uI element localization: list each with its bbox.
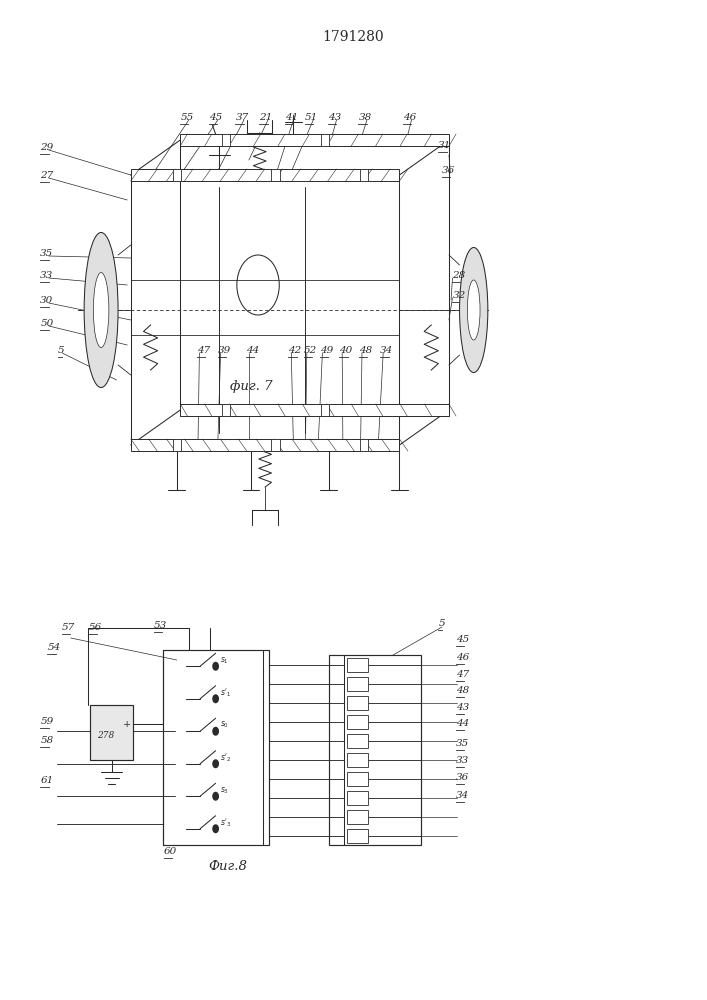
Text: +: + — [122, 720, 131, 729]
Ellipse shape — [467, 280, 480, 340]
Text: 1791280: 1791280 — [322, 30, 385, 44]
Text: 33: 33 — [456, 756, 469, 765]
Text: 44: 44 — [456, 719, 469, 728]
Text: 33: 33 — [40, 271, 54, 280]
Text: 58: 58 — [40, 736, 54, 745]
Bar — [131, 169, 399, 181]
Text: 29: 29 — [40, 143, 54, 152]
Text: $s_1$: $s_1$ — [220, 655, 229, 666]
Text: фиг. 7: фиг. 7 — [230, 380, 272, 393]
Bar — [329, 655, 421, 845]
Bar — [347, 676, 368, 690]
Bar — [222, 404, 230, 416]
Bar — [347, 734, 368, 748]
Text: 35: 35 — [456, 739, 469, 748]
Text: 36: 36 — [442, 166, 455, 175]
Text: 40: 40 — [339, 346, 353, 355]
Bar — [347, 696, 368, 710]
Ellipse shape — [84, 232, 118, 387]
Bar — [321, 404, 329, 416]
Text: 45: 45 — [456, 635, 469, 644]
Text: $s_0$: $s_0$ — [220, 720, 229, 730]
Ellipse shape — [460, 247, 488, 372]
Text: 36: 36 — [456, 773, 469, 782]
Text: 32: 32 — [452, 291, 466, 300]
Text: 50: 50 — [40, 319, 54, 328]
Bar — [180, 404, 449, 416]
Text: 28: 28 — [452, 271, 466, 280]
Bar — [173, 439, 181, 451]
Bar — [347, 714, 368, 728]
Text: 46: 46 — [403, 113, 416, 122]
Circle shape — [213, 825, 218, 833]
Bar — [347, 658, 368, 672]
Text: $s'_3$: $s'_3$ — [220, 816, 231, 829]
Text: $s_3$: $s_3$ — [220, 785, 229, 796]
Bar — [163, 650, 269, 845]
Bar — [321, 134, 329, 146]
Text: 45: 45 — [209, 113, 223, 122]
Bar — [271, 169, 280, 181]
Text: 49: 49 — [320, 346, 333, 355]
Text: 5: 5 — [58, 346, 64, 355]
Text: 56: 56 — [88, 623, 102, 632]
Ellipse shape — [93, 272, 109, 348]
Text: 37: 37 — [235, 113, 249, 122]
Bar — [173, 169, 181, 181]
Text: 21: 21 — [259, 113, 273, 122]
Text: 34: 34 — [456, 791, 469, 800]
Circle shape — [213, 695, 218, 703]
Text: 44: 44 — [246, 346, 259, 355]
Bar — [90, 705, 133, 760]
Text: 57: 57 — [62, 623, 75, 632]
Circle shape — [213, 662, 218, 670]
Text: Фиг.8: Фиг.8 — [209, 860, 247, 873]
Bar — [347, 753, 368, 766]
Text: 48: 48 — [359, 346, 373, 355]
Text: 38: 38 — [358, 113, 372, 122]
Text: 54: 54 — [47, 643, 61, 652]
Text: 31: 31 — [438, 141, 452, 150]
Bar — [360, 439, 368, 451]
Bar — [347, 828, 368, 842]
Text: 47: 47 — [456, 670, 469, 679]
Text: 34: 34 — [380, 346, 394, 355]
Text: $s'_1$: $s'_1$ — [220, 686, 231, 699]
Text: $s'_2$: $s'_2$ — [220, 752, 231, 764]
Bar — [360, 169, 368, 181]
Text: 30: 30 — [40, 296, 54, 305]
Bar — [347, 790, 368, 804]
Bar — [180, 134, 449, 146]
Text: 39: 39 — [218, 346, 231, 355]
Text: 55: 55 — [180, 113, 194, 122]
Bar — [347, 810, 368, 824]
Bar — [271, 439, 280, 451]
Text: 53: 53 — [154, 621, 168, 630]
Circle shape — [213, 760, 218, 768]
Text: 42: 42 — [288, 346, 302, 355]
Circle shape — [213, 792, 218, 800]
Text: 46: 46 — [456, 653, 469, 662]
Text: 52: 52 — [304, 346, 317, 355]
Text: 5: 5 — [438, 619, 445, 628]
Bar — [131, 439, 399, 451]
Text: 43: 43 — [328, 113, 341, 122]
Text: 43: 43 — [456, 703, 469, 712]
Text: 51: 51 — [305, 113, 318, 122]
Text: 61: 61 — [40, 776, 54, 785]
Text: 60: 60 — [164, 847, 177, 856]
Circle shape — [213, 727, 218, 735]
Text: 47: 47 — [197, 346, 210, 355]
Bar — [222, 134, 230, 146]
Text: 35: 35 — [40, 249, 54, 258]
Text: 48: 48 — [456, 686, 469, 695]
Text: 27: 27 — [40, 171, 54, 180]
Text: 59: 59 — [40, 717, 54, 726]
Bar — [347, 772, 368, 786]
Text: 41: 41 — [285, 113, 298, 122]
Text: 278: 278 — [97, 731, 114, 740]
